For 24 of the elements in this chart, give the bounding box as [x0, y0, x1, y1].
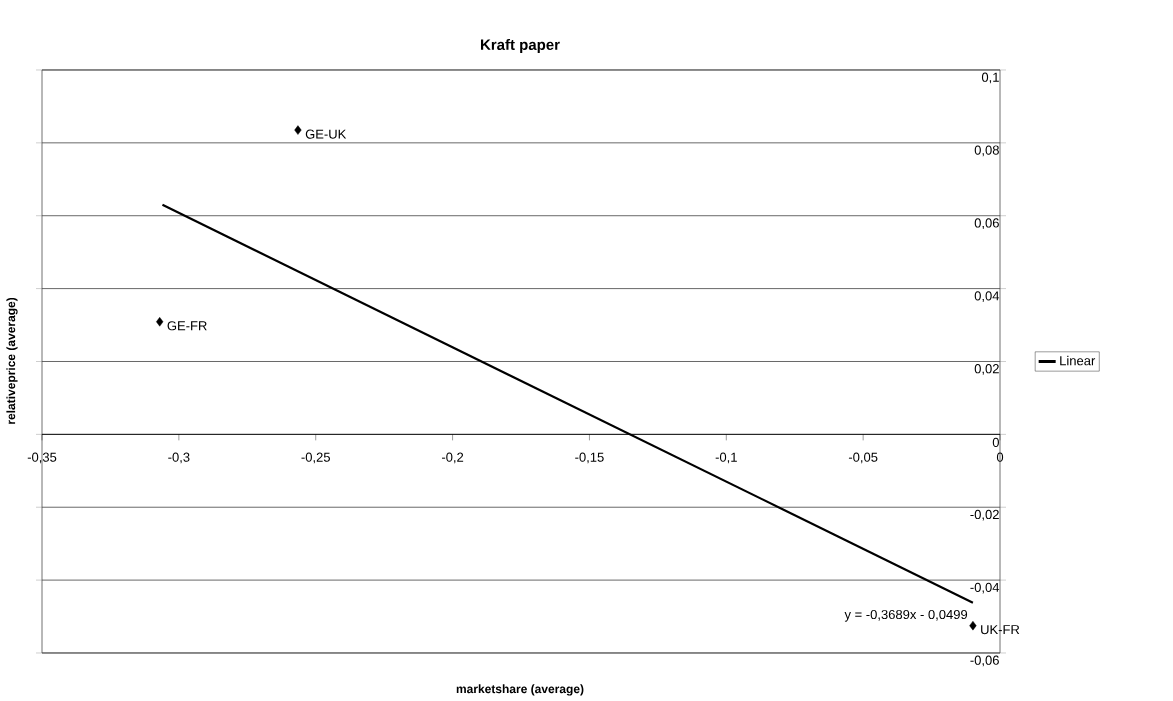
annotation: y = -0,3689x - 0,0499	[844, 609, 968, 622]
y-tick-label: 0,06	[974, 218, 999, 230]
legend-label: Linear	[1060, 355, 1096, 366]
chart-title: Kraft paper	[481, 38, 560, 53]
y-tick-label: 0,04	[974, 291, 1000, 302]
y-tick-label: 0	[992, 437, 999, 447]
x-tick-label: -0,35	[27, 452, 57, 464]
x-tick-label: -0,05	[848, 452, 878, 464]
y-tick-label: -0,04	[970, 582, 1000, 594]
y-tick-label: -0,02	[970, 509, 999, 521]
x-axis-title: marketshare (average)	[456, 684, 584, 696]
y-tick-label: 0,08	[974, 145, 999, 157]
x-tick-label: -0,1	[715, 452, 737, 464]
x-tick-label: -0,3	[168, 452, 190, 464]
x-tick-label: -0,2	[441, 452, 464, 464]
annotation: UK-FR	[981, 625, 1020, 635]
y-tick-label: 0,02	[974, 364, 999, 375]
y-tick-label: 0,1	[981, 72, 999, 84]
annotation: GE-FR	[167, 321, 207, 331]
annotation: GE-UK	[305, 129, 347, 139]
y-tick-label: -0,06	[970, 655, 999, 667]
x-tick-label: -0,15	[575, 452, 604, 464]
x-tick-label: -0,25	[301, 452, 330, 464]
y-axis-title: relativeprice (average)	[6, 297, 18, 424]
